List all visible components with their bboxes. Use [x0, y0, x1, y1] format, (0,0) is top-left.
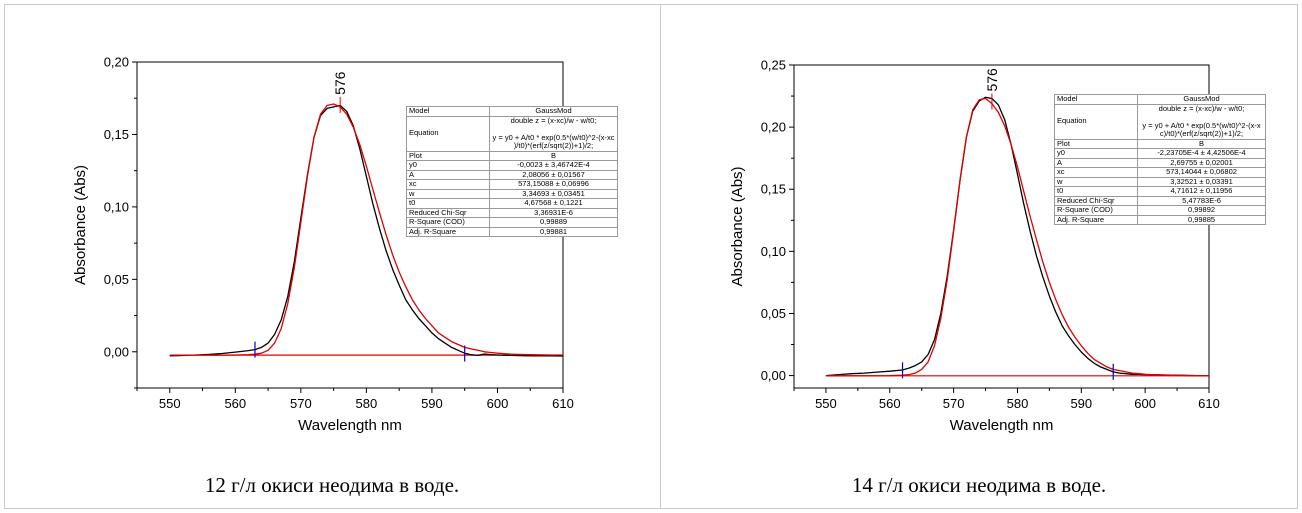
- fit-table-row: xc 573,14044 ± 0,06802: [1054, 167, 1266, 178]
- fit-param-name: Adj. R-Square: [1054, 214, 1138, 225]
- x-tick-label: 590: [421, 396, 443, 411]
- chart-panel-left: 550 560 570 580 590 600 610 0,00 0,05 0,10 0,15 0,2…: [5, 5, 659, 508]
- fit-param-name: xc: [1054, 167, 1138, 178]
- y-tick-label: 0,00: [761, 368, 786, 383]
- chart-panel-right: 550 560 570 580 590 600 610 0,00 0,05 0,10 0,15 0,2…: [661, 5, 1297, 508]
- x-tick-label: 600: [487, 396, 509, 411]
- fit-param-name: t0: [406, 198, 490, 209]
- y-axis-label: Absorbance (Abs): [729, 166, 746, 286]
- absorbance-chart-12: 550 560 570 580 590 600 610 0,00 0,05 0,10 0,15 0,2…: [72, 55, 574, 435]
- fit-param-value: 573,14044 ± 0,06802: [1137, 167, 1266, 178]
- fit-param-value: double z = (x-xc)/w - w/t0; y = y0 + A/t…: [489, 115, 618, 152]
- fit-table-row: R-Square (COD) 0,99889: [406, 217, 618, 228]
- y-tick-label: 0,05: [761, 306, 786, 321]
- fit-param-name: w: [406, 188, 490, 199]
- fit-param-value: 573,15088 ± 0,06996: [489, 179, 618, 190]
- fit-param-name: R-Square (COD): [1054, 205, 1138, 216]
- fit-param-name: Equation: [1054, 103, 1138, 140]
- x-tick-label: 610: [552, 396, 574, 411]
- fit-param-value: 0,99881: [489, 226, 618, 237]
- fit-param-name: Model: [406, 106, 490, 117]
- fit-param-value: 4,67568 ± 0,1221: [489, 198, 618, 209]
- measured-spectrum-line: [825, 96, 1210, 377]
- x-tick-label: 550: [159, 396, 181, 411]
- plot-frame: [793, 64, 1210, 389]
- fit-param-name: Equation: [406, 115, 490, 152]
- fit-param-name: A: [1054, 157, 1138, 168]
- fit-param-name: Plot: [1054, 138, 1138, 149]
- fit-table-row: R-Square (COD) 0,99892: [1054, 205, 1266, 216]
- fit-param-name: A: [406, 169, 490, 180]
- fit-table-row: Model GaussMod: [406, 106, 618, 117]
- y-tick-label: 0,20: [104, 55, 129, 70]
- x-tick-label: 610: [1198, 396, 1220, 411]
- measured-spectrum-line: [169, 104, 564, 357]
- fit-param-name: w: [1054, 176, 1138, 187]
- gauss-fit-line: [169, 103, 563, 356]
- absorbance-chart-14: 550 560 570 580 590 600 610 0,00 0,05 0,10 0,15 0,2…: [729, 58, 1220, 435]
- fit-param-name: t0: [1054, 186, 1138, 197]
- document-frame: [4, 4, 1298, 509]
- y-tick-label: 0,25: [761, 58, 786, 73]
- x-axis-label: Wavelength nm: [298, 417, 402, 434]
- fit-param-name: y0: [406, 160, 490, 171]
- fit-param-value: GaussMod: [1137, 94, 1266, 105]
- fit-table-row: w 3,34693 ± 0,03451: [406, 188, 618, 199]
- gauss-fit-line: [825, 97, 1210, 377]
- x-tick-label: 600: [1134, 396, 1156, 411]
- fit-table-row: xc 573,15088 ± 0,06996: [406, 179, 618, 190]
- chart-caption: 14 г/л окиси неодима в воде.: [851, 473, 1107, 497]
- fit-param-name: xc: [406, 179, 490, 190]
- fit-table-row: t0 4,67568 ± 0,1221: [406, 198, 618, 209]
- fit-table-row: y0 -2,23705E-4 ± 4,42506E-4: [1054, 148, 1266, 159]
- fit-param-name: Plot: [406, 150, 490, 161]
- fit-table-row: Equation double z = (x-xc)/w - w/t0; y = …: [406, 115, 618, 152]
- x-tick-label: 580: [356, 396, 378, 411]
- y-axis-label: Absorbance (Abs): [72, 165, 89, 285]
- fit-table-row: Model GaussMod: [1054, 94, 1266, 105]
- fit-param-value: double z = (x-xc)/w - w/t0; y = y0 + A/t…: [1137, 103, 1266, 140]
- fit-param-name: y0: [1054, 148, 1138, 159]
- fit-table-row: t0 4,71612 ± 0,11956: [1054, 186, 1266, 197]
- fit-table-row: Equation double z = (x-xc)/w - w/t0; y = …: [1054, 103, 1266, 140]
- fit-param-name: R-Square (COD): [406, 217, 490, 228]
- fit-param-value: 0,99889: [489, 217, 618, 228]
- fit-table-row: w 3,32521 ± 0,03391: [1054, 176, 1266, 187]
- x-tick-label: 550: [815, 396, 837, 411]
- fit-param-value: -2,23705E-4 ± 4,42506E-4: [1137, 148, 1266, 159]
- fit-param-name: Adj. R-Square: [406, 226, 490, 237]
- chart-caption: 12 г/л окиси неодима в воде.: [204, 473, 460, 497]
- fit-parameters-table: Model GaussMod Equation double z = (x-xc)/w…: [1054, 94, 1266, 225]
- fit-param-value: GaussMod: [489, 106, 618, 117]
- fit-table-row: Adj. R-Square 0,99885: [1054, 214, 1266, 225]
- y-tick-label: 0,15: [104, 127, 129, 142]
- x-tick-label: 580: [1007, 396, 1029, 411]
- x-axis-label: Wavelength nm: [950, 417, 1054, 434]
- fit-table-row: y0 -0,0023 ± 3,46742E-4: [406, 160, 618, 171]
- fit-param-value: 0,99892: [1137, 205, 1266, 216]
- fit-param-value: 0,99885: [1137, 214, 1266, 225]
- y-tick-label: 0,20: [761, 120, 786, 135]
- y-tick-label: 0,10: [761, 244, 786, 259]
- fit-table-row: Adj. R-Square 0,99881: [406, 226, 618, 237]
- y-tick-label: 0,15: [761, 182, 786, 197]
- fit-param-value: 4,71612 ± 0,11956: [1137, 186, 1266, 197]
- fit-parameters-table: Model GaussMod Equation double z = (x-xc)/w…: [406, 106, 618, 237]
- x-tick-label: 560: [879, 396, 901, 411]
- x-tick-label: 570: [290, 396, 312, 411]
- y-tick-label: 0,10: [104, 199, 129, 214]
- x-tick-label: 590: [1070, 396, 1092, 411]
- fit-param-name: Model: [1054, 94, 1138, 105]
- panel-divider: [660, 4, 661, 509]
- peak-label: 576: [332, 71, 348, 95]
- y-tick-label: 0,05: [104, 272, 129, 287]
- x-tick-label: 560: [224, 396, 246, 411]
- y-tick-label: 0,00: [104, 344, 129, 359]
- x-tick-label: 570: [943, 396, 965, 411]
- peak-label: 576: [984, 68, 1000, 92]
- fit-param-value: -0,0023 ± 3,46742E-4: [489, 160, 618, 171]
